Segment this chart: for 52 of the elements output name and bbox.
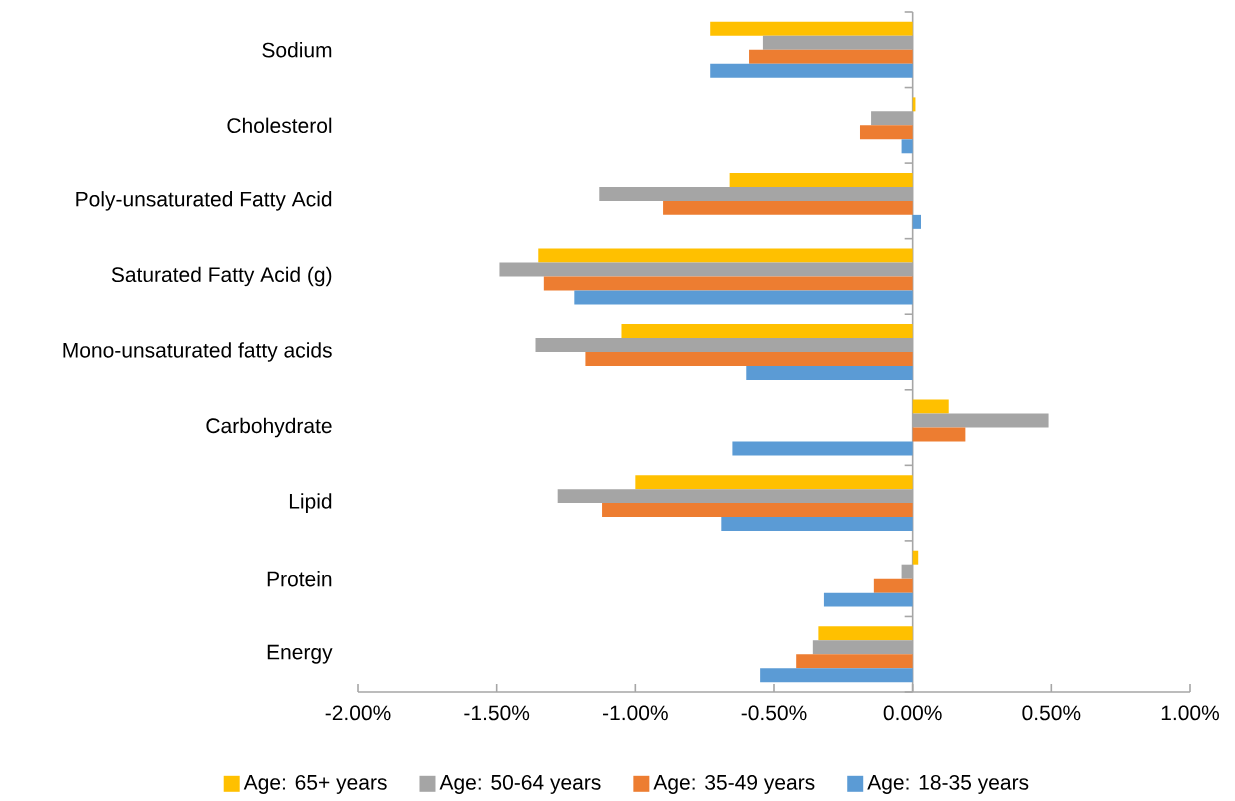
bar	[621, 324, 913, 339]
legend-label: Age: 35-49 years	[653, 775, 815, 795]
bar	[663, 201, 913, 215]
bar	[812, 640, 913, 655]
y-tick-label: Mono-unsaturated fatty acids	[63, 342, 332, 362]
bar	[746, 366, 913, 381]
x-tick-label: -0.50%	[741, 705, 807, 721]
y-tick-label: Saturated Fatty Acid (g)	[111, 266, 332, 287]
y-tick-label: Energy	[267, 644, 333, 664]
bar	[796, 654, 913, 669]
x-tick-label: 1.00%	[1161, 705, 1220, 721]
y-tick-label: Protein	[267, 571, 332, 587]
x-tick-label: -1.50%	[464, 705, 530, 721]
bar	[721, 517, 913, 532]
legend-label: Age: 18-35 years	[867, 775, 1029, 795]
bar	[635, 475, 913, 490]
bar	[912, 427, 966, 442]
bar	[710, 63, 913, 78]
bar	[557, 489, 913, 504]
bar	[732, 441, 913, 456]
bar	[538, 248, 913, 263]
x-tick-label: -2.00%	[325, 705, 391, 721]
bar	[823, 592, 913, 607]
y-tick-label: Carbohydrate	[206, 417, 332, 438]
bar	[729, 173, 913, 188]
bar	[762, 35, 913, 50]
bar	[912, 399, 949, 414]
bar	[859, 125, 913, 140]
y-tick-label: Cholesterol	[227, 117, 332, 134]
bar	[912, 215, 921, 229]
bar	[760, 668, 913, 683]
bar	[602, 503, 913, 518]
bar	[499, 262, 913, 277]
bar	[585, 352, 913, 367]
y-tick-label: Sodium	[262, 42, 332, 58]
x-tick-label: 0.00%	[883, 705, 942, 721]
legend-label: Age: 50-64 years	[439, 775, 601, 795]
bar	[599, 187, 913, 202]
bar	[749, 49, 913, 64]
x-tick-label: 0.50%	[1022, 705, 1081, 721]
bar	[873, 578, 913, 593]
bar	[901, 139, 913, 154]
bar	[818, 626, 913, 641]
bar	[535, 338, 913, 353]
legend-label: Age: 65+ years	[243, 775, 387, 795]
x-tick-label: -1.00%	[603, 705, 668, 721]
bar	[710, 21, 913, 36]
y-tick-label: Poly-unsaturated Fatty Acid	[76, 191, 332, 211]
bar	[912, 550, 919, 565]
bar	[574, 290, 913, 305]
y-tick-label: Lipid	[289, 493, 332, 514]
bar	[543, 276, 913, 291]
